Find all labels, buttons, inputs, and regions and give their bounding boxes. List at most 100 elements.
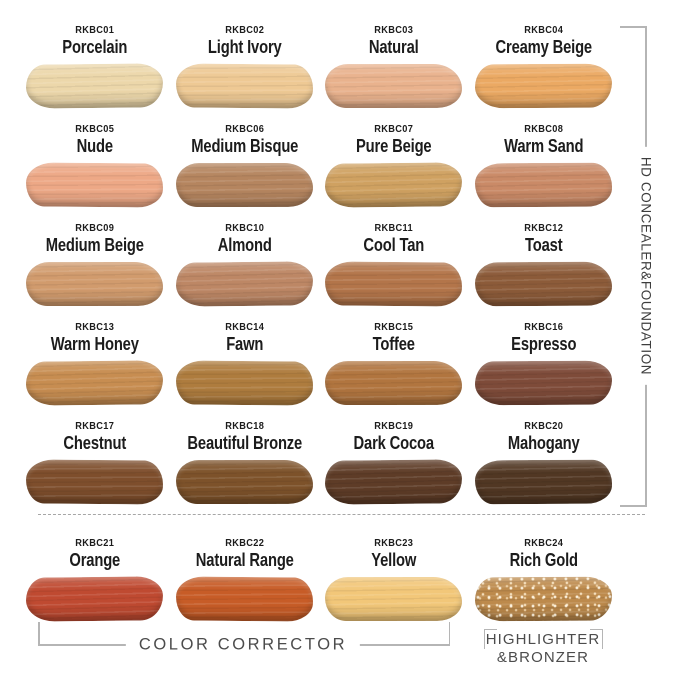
corrector-bracket-right-tick — [448, 622, 450, 646]
shade-code: RKBC11 — [374, 222, 414, 234]
shade-swatch — [26, 576, 164, 622]
shade-code: RKBC20 — [523, 420, 563, 432]
shade-code: RKBC16 — [523, 321, 563, 333]
shade-code: RKBC13 — [75, 321, 115, 333]
shade-name: Warm Honey — [50, 334, 139, 354]
shade-cell-rkbc11: RKBC11 Cool Tan — [319, 210, 469, 309]
shade-cell-rkbc19: RKBC19 Dark Cocoa — [319, 408, 469, 507]
category-label-color-corrector: COLOR CORRECTOR — [125, 635, 361, 655]
concealer-shade-grid: RKBC01 Porcelain RKBC02 Light Ivory RKBC… — [20, 12, 618, 507]
shade-swatch — [325, 577, 463, 621]
shade-name: Natural — [368, 37, 419, 57]
shade-cell-rkbc12: RKBC12 Toast — [469, 210, 619, 309]
shade-code: RKBC22 — [224, 537, 264, 549]
shade-code: RKBC03 — [374, 24, 414, 36]
shade-cell-rkbc15: RKBC15 Toffee — [319, 309, 469, 408]
shade-code: RKBC12 — [523, 222, 563, 234]
shade-code: RKBC02 — [224, 24, 264, 36]
shade-name: Yellow — [371, 550, 417, 570]
shade-swatch — [175, 261, 313, 307]
shade-code: RKBC07 — [374, 123, 414, 135]
shade-code: RKBC23 — [374, 537, 414, 549]
shade-swatch — [175, 460, 313, 504]
shade-code: RKBC17 — [75, 420, 115, 432]
shade-swatch — [26, 63, 164, 109]
shade-code: RKBC24 — [523, 537, 563, 549]
shade-swatch — [26, 459, 164, 505]
shade-swatch — [325, 261, 463, 307]
shade-cell-rkbc22: RKBC22 Natural Range — [170, 525, 320, 624]
shade-swatch — [474, 576, 612, 622]
category-label-highlighter-bronzer: HIGHLIGHTER &BRONZER — [470, 631, 616, 666]
shade-name: Dark Cocoa — [353, 433, 435, 453]
shade-name: Medium Bisque — [190, 136, 298, 156]
shade-cell-rkbc08: RKBC08 Warm Sand — [469, 111, 619, 210]
shade-name: Toast — [524, 235, 563, 255]
shade-code: RKBC09 — [75, 222, 115, 234]
shade-name: Toffee — [372, 334, 415, 354]
shade-code: RKBC19 — [374, 420, 414, 432]
shade-cell-rkbc10: RKBC10 Almond — [170, 210, 320, 309]
shade-swatch — [175, 360, 313, 406]
shade-cell-rkbc03: RKBC03 Natural — [319, 12, 469, 111]
shade-swatch — [175, 163, 313, 207]
right-bracket-top-foot — [620, 26, 647, 28]
shade-cell-rkbc06: RKBC06 Medium Bisque — [170, 111, 320, 210]
highlighter-bracket-right-corner — [590, 629, 603, 649]
shade-name: Rich Gold — [509, 550, 578, 570]
highlighter-label-line2: &BRONZER — [496, 648, 590, 666]
shade-name: Beautiful Bronze — [186, 433, 302, 453]
shade-cell-rkbc02: RKBC02 Light Ivory — [170, 12, 320, 111]
shade-cell-rkbc14: RKBC14 Fawn — [170, 309, 320, 408]
shade-cell-rkbc21: RKBC21 Orange — [20, 525, 170, 624]
shade-cell-rkbc05: RKBC05 Nude — [20, 111, 170, 210]
shade-swatch — [325, 162, 463, 208]
right-bracket-bottom-foot — [620, 505, 647, 507]
shade-name: Creamy Beige — [494, 37, 592, 57]
shade-swatch — [175, 576, 313, 622]
shade-name: Warm Sand — [503, 136, 583, 156]
shade-cell-rkbc16: RKBC16 Espresso — [469, 309, 619, 408]
shade-swatch — [474, 63, 612, 109]
shade-code: RKBC01 — [75, 24, 115, 36]
highlighter-label-line1: HIGHLIGHTER — [485, 631, 601, 648]
highlighter-bracket-left-corner — [484, 629, 497, 649]
shade-swatch — [325, 459, 463, 505]
shade-code: RKBC10 — [224, 222, 264, 234]
shade-name: Light Ivory — [207, 37, 282, 57]
shade-code: RKBC08 — [523, 123, 563, 135]
shade-name: Medium Beige — [45, 235, 144, 255]
category-label-concealer-foundation: HD CONCEALER&FOUNDATION — [637, 146, 655, 386]
shade-swatch — [325, 361, 463, 405]
shade-name: Cool Tan — [363, 235, 425, 255]
shade-code: RKBC15 — [374, 321, 414, 333]
shade-cell-rkbc20: RKBC20 Mahogany — [469, 408, 619, 507]
shade-swatch — [26, 360, 164, 406]
shade-name: Almond — [217, 235, 272, 255]
shade-name: Nude — [76, 136, 113, 156]
shade-swatch — [26, 162, 164, 208]
shade-code: RKBC18 — [224, 420, 264, 432]
shade-cell-rkbc13: RKBC13 Warm Honey — [20, 309, 170, 408]
shade-name: Chestnut — [63, 433, 127, 453]
shade-code: RKBC06 — [224, 123, 264, 135]
shade-name: Espresso — [510, 334, 576, 354]
shade-cell-rkbc01: RKBC01 Porcelain — [20, 12, 170, 111]
shade-name: Mahogany — [507, 433, 580, 453]
shade-cell-rkbc04: RKBC04 Creamy Beige — [469, 12, 619, 111]
shade-swatch — [474, 261, 612, 307]
shade-swatch — [325, 64, 463, 108]
shade-swatch — [26, 262, 164, 306]
shade-code: RKBC14 — [224, 321, 264, 333]
shade-name: Porcelain — [62, 37, 128, 57]
shade-cell-rkbc07: RKBC07 Pure Beige — [319, 111, 469, 210]
shade-code: RKBC04 — [523, 24, 563, 36]
corrector-bracket-left-tick — [38, 622, 40, 646]
shade-cell-rkbc24: RKBC24 Rich Gold — [469, 525, 619, 624]
shade-cell-rkbc09: RKBC09 Medium Beige — [20, 210, 170, 309]
shade-name: Fawn — [225, 334, 263, 354]
shade-name: Natural Range — [195, 550, 294, 570]
shade-name: Pure Beige — [356, 136, 432, 156]
dashed-divider — [38, 514, 645, 515]
